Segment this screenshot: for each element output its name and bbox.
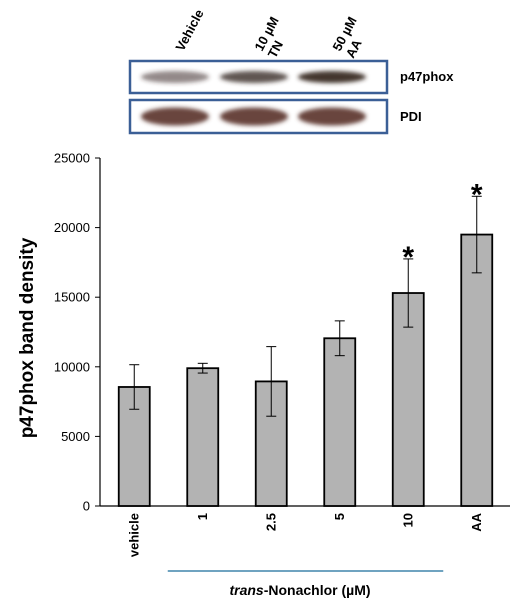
category-label-text: 5 xyxy=(332,513,347,520)
category-label-text: 2.5 xyxy=(263,513,278,531)
significance-markers: ** xyxy=(402,178,483,274)
lane-label-line2: TN xyxy=(265,38,286,60)
blot-label-pdi: PDI xyxy=(400,109,422,124)
category-label-1: 1 xyxy=(195,513,210,520)
bar-5 xyxy=(323,337,357,507)
bar-1 xyxy=(186,367,220,507)
y-axis-label: p47phox band density xyxy=(17,237,38,438)
blot-label-p47phox: p47phox xyxy=(400,69,454,84)
x-axis-label-italic: trans xyxy=(229,582,263,598)
bars xyxy=(117,233,494,507)
band-p47phox-1 xyxy=(220,71,288,83)
y-tick-label: 20000 xyxy=(54,220,90,235)
y-tick-label: 25000 xyxy=(54,151,90,166)
bar-chart: p47phox band density 0 5000 10000 15000 2000… xyxy=(17,151,510,598)
lane-label-line1: Vehicle xyxy=(172,7,206,54)
band-p47phox-2 xyxy=(298,71,366,83)
band-pdi-1 xyxy=(220,107,288,126)
category-label-vehicle: vehicle xyxy=(126,513,141,557)
significance-star: * xyxy=(471,178,483,211)
x-axis-category-labels: vehicle 1 2.5 5 10 AA xyxy=(126,512,484,557)
y-tick-label: 15000 xyxy=(54,290,90,305)
band-pdi-0 xyxy=(141,107,209,126)
y-tick-label: 10000 xyxy=(54,359,90,374)
x-axis-label: trans-Nonachlor (µM) xyxy=(229,582,370,598)
y-axis-ticks: 0 5000 10000 15000 20000 25000 xyxy=(54,151,100,514)
bar-10 xyxy=(391,292,425,507)
category-label-text: AA xyxy=(469,512,484,531)
lane-label-0: Vehicle xyxy=(172,7,206,54)
category-label-AA: AA xyxy=(469,512,484,531)
category-label-10: 10 xyxy=(400,513,415,527)
bands-p47phox xyxy=(141,71,366,83)
error-bars xyxy=(129,195,482,417)
category-label-text: 1 xyxy=(195,513,210,520)
significance-star: * xyxy=(402,241,414,274)
x-axis-label-rest: -Nonachlor (µM) xyxy=(264,582,371,598)
category-label-text: 10 xyxy=(400,513,415,527)
category-label-text: vehicle xyxy=(126,513,141,557)
bar-AA xyxy=(460,233,494,507)
y-tick-label: 0 xyxy=(83,499,90,514)
category-label-2.5: 2.5 xyxy=(263,513,278,531)
bands-pdi xyxy=(141,107,366,126)
category-label-5: 5 xyxy=(332,513,347,520)
band-p47phox-0 xyxy=(141,71,209,83)
band-pdi-2 xyxy=(298,107,366,126)
y-tick-label: 5000 xyxy=(61,429,90,444)
